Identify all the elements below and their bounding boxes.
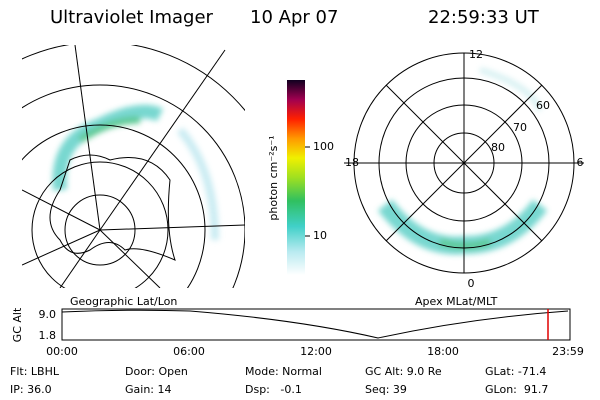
alt-xlabel: 12:00 bbox=[300, 345, 332, 358]
footer-field: Door: Open bbox=[125, 365, 188, 378]
alt-frame bbox=[61, 308, 571, 341]
colorbar bbox=[287, 80, 305, 275]
footer-field: GC Alt: 9.0 Re bbox=[365, 365, 442, 378]
footer-field: Flt: LBHL bbox=[10, 365, 60, 378]
alt-xlabel: 18:00 bbox=[427, 345, 459, 358]
alt-xlabel: 23:59 bbox=[552, 345, 584, 358]
alt-ylabel: 1.8 bbox=[39, 329, 57, 342]
mlt-label: 0 bbox=[468, 277, 475, 290]
footer-field: GLat: -71.4 bbox=[485, 365, 546, 378]
footer-field: Gain: 14 bbox=[125, 383, 172, 396]
right-caption: Apex MLat/MLT bbox=[415, 295, 498, 308]
footer-field: Mode: Normal bbox=[245, 365, 322, 378]
alt-xlabel: 06:00 bbox=[173, 345, 205, 358]
colorbar-tick-label: 10 bbox=[313, 229, 327, 242]
colorbar-tick-label: 100 bbox=[313, 140, 334, 153]
mlt-label: 6 bbox=[577, 156, 584, 169]
mlat-label: 70 bbox=[513, 121, 527, 134]
footer-field: Dsp: -0.1 bbox=[245, 383, 302, 396]
footer-field: GLon: 91.7 bbox=[485, 383, 548, 396]
mlat-label: 80 bbox=[491, 141, 505, 154]
alt-ylabel: 9.0 bbox=[39, 308, 57, 321]
geo-map bbox=[22, 45, 245, 288]
alt-label: GC Alt bbox=[11, 307, 24, 342]
instrument: Ultraviolet Imager bbox=[50, 7, 214, 28]
mlt-label: 12 bbox=[469, 48, 483, 61]
footer-field: Seq: 39 bbox=[365, 383, 407, 396]
mlat-label: 60 bbox=[536, 99, 550, 112]
colorbar-unit: photon cm⁻²s⁻¹ bbox=[267, 135, 280, 220]
mlt-map bbox=[377, 67, 548, 255]
time: 22:59:33 UT bbox=[428, 7, 540, 28]
left-caption: Geographic Lat/Lon bbox=[70, 295, 177, 308]
date: 10 Apr 07 bbox=[250, 7, 338, 28]
alt-xlabel: 00:00 bbox=[46, 345, 78, 358]
alt-curve bbox=[61, 309, 569, 339]
mlt-label: 18 bbox=[345, 156, 359, 169]
footer-field: IP: 36.0 bbox=[10, 383, 52, 396]
mlt-grid bbox=[344, 52, 584, 274]
